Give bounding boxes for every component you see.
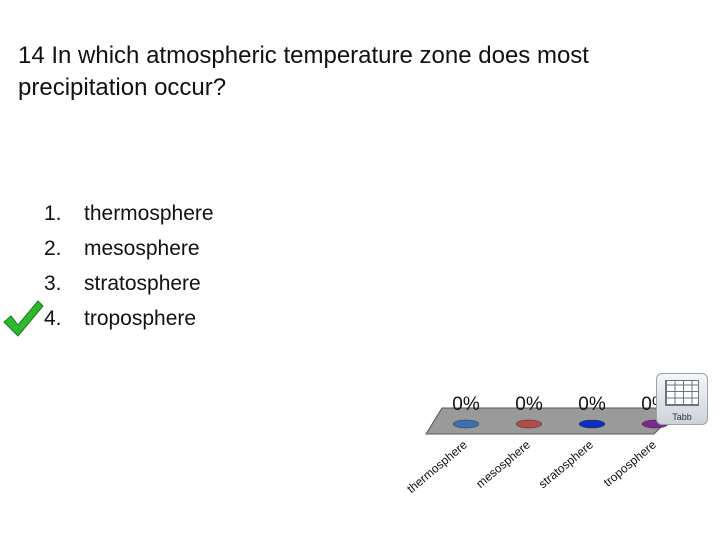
bar-cap [578, 419, 606, 429]
answer-option-2[interactable]: 2. mesosphere [44, 231, 344, 266]
answer-options-list: 1. thermosphere 2. mesosphere 3. stratosphe… [44, 196, 344, 336]
bar-value-label: 0% [515, 394, 543, 415]
category-label: stratosphere [536, 437, 596, 491]
bar-cap [515, 419, 543, 429]
category-label: mesosphere [473, 437, 533, 490]
category-label: thermosphere [404, 437, 470, 496]
table-grid-icon [665, 380, 699, 406]
answer-option-1[interactable]: 1. thermosphere [44, 196, 344, 231]
option-number: 1. [44, 202, 62, 225]
table-view-button[interactable]: Tabb [656, 373, 708, 425]
option-number: 3. [44, 272, 62, 295]
bar-cap [452, 419, 480, 429]
checkmark-icon [3, 300, 44, 337]
response-chart: 0% 0% 0% 0% thermosphere mesosphere stratosph… [404, 394, 682, 496]
answer-option-3[interactable]: 3. stratosphere [44, 266, 344, 301]
bar-value-label: 0% [578, 394, 606, 415]
option-label: thermosphere [84, 202, 214, 225]
option-label: stratosphere [84, 272, 201, 295]
option-label: mesosphere [84, 237, 200, 260]
question-text: 14 In which atmospheric temperature zone… [18, 42, 589, 101]
answer-option-4[interactable]: 4. troposphere [44, 301, 344, 336]
option-number: 4. [44, 307, 62, 330]
chart-platform [425, 407, 682, 435]
bar-value-label: 0% [452, 394, 480, 415]
option-label: troposphere [84, 307, 197, 330]
category-label: troposphere [601, 437, 659, 489]
table-button-label: Tabb [672, 412, 692, 422]
option-number: 2. [44, 237, 62, 260]
